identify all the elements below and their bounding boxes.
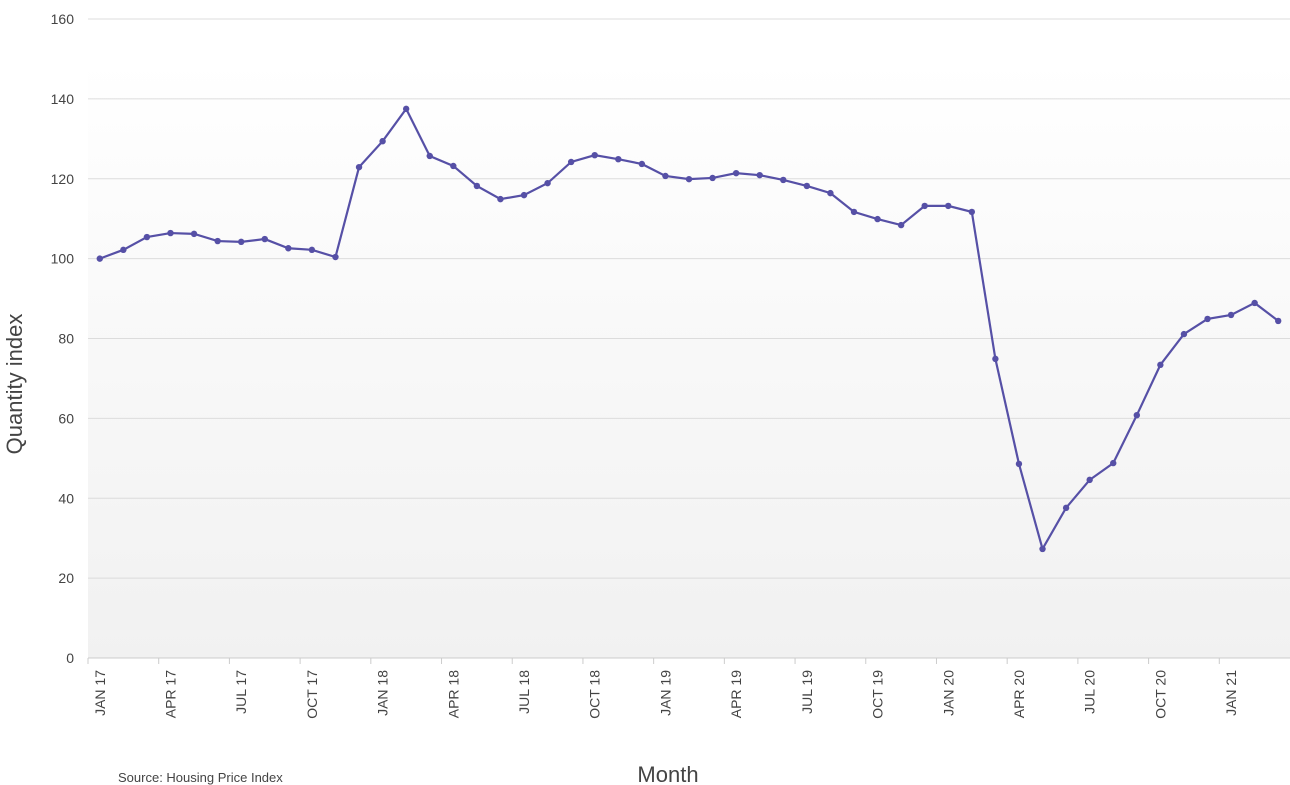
x-tick-label: JAN 19 [657,670,673,716]
x-tick-label: JUL 19 [799,670,815,714]
data-point [544,179,551,187]
data-point [591,151,598,159]
data-point [780,176,787,184]
data-point [685,175,693,183]
data-point [921,202,928,210]
data-point [237,238,245,246]
data-point [332,253,339,261]
data-point [426,152,433,160]
data-point [1110,459,1117,467]
data-point [1062,504,1070,512]
data-point [167,229,174,237]
data-point [945,202,952,210]
data-point [497,195,504,203]
data-point [473,182,481,190]
y-tick-label: 140 [51,91,75,107]
data-point [615,155,622,163]
data-point [379,138,386,145]
data-point [520,191,528,199]
data-point [662,172,669,180]
data-point [1227,311,1235,319]
x-tick-label: APR 19 [728,670,744,718]
data-point [261,235,268,243]
x-tick-label: OCT 17 [304,670,320,719]
x-tick-label: JAN 21 [1223,670,1239,716]
data-point [1180,330,1188,338]
data-point [897,221,905,229]
x-axis-label: Month [637,762,698,785]
x-tick-label: JUL 18 [516,670,532,714]
x-tick-label: OCT 20 [1152,670,1168,719]
data-point [96,255,103,262]
x-tick-label: OCT 19 [870,670,886,719]
data-point [803,182,811,190]
data-point [1133,411,1141,419]
y-tick-label: 80 [58,331,74,347]
data-point [355,163,363,171]
y-tick-label: 0 [66,650,74,666]
data-point [308,246,316,254]
y-tick-label: 40 [58,490,74,506]
y-tick-label: 100 [51,251,75,267]
data-point [1039,545,1046,553]
data-point [120,246,127,254]
source-note: Source: Housing Price Index [118,770,283,785]
data-point [190,230,198,238]
data-point [709,174,716,182]
data-point [402,105,410,113]
data-point [1275,317,1282,325]
data-point [143,233,151,241]
y-tick-label: 60 [58,410,74,426]
y-tick-label: 160 [51,11,75,27]
x-tick-label: APR 17 [162,670,178,718]
y-axis-label: Quantity index [2,314,27,455]
y-tick-label: 20 [58,570,74,586]
data-point [638,160,646,168]
data-point [1204,315,1211,323]
x-tick-label: JAN 18 [375,670,391,716]
data-point [732,169,740,177]
x-tick-label: JAN 17 [92,670,108,716]
data-point [827,189,834,197]
x-tick-label: APR 20 [1011,670,1027,718]
data-point [1086,476,1093,484]
data-point [968,208,976,216]
x-tick-label: JUL 17 [233,670,249,714]
data-point [1251,299,1258,307]
y-tick-label: 120 [51,171,75,187]
data-point [874,215,881,223]
data-point [214,237,221,245]
data-point [285,245,292,252]
x-tick-label: APR 18 [445,670,461,718]
data-point [1157,361,1164,369]
x-tick-label: JUL 20 [1082,670,1098,714]
x-tick-label: OCT 18 [587,670,603,719]
plot-background [88,60,1290,658]
x-tick-label: JAN 20 [940,670,956,716]
data-point [450,162,457,170]
data-point [1015,460,1023,468]
data-point [850,208,858,216]
data-point [567,158,575,166]
data-point [992,355,999,363]
data-point [756,171,763,179]
